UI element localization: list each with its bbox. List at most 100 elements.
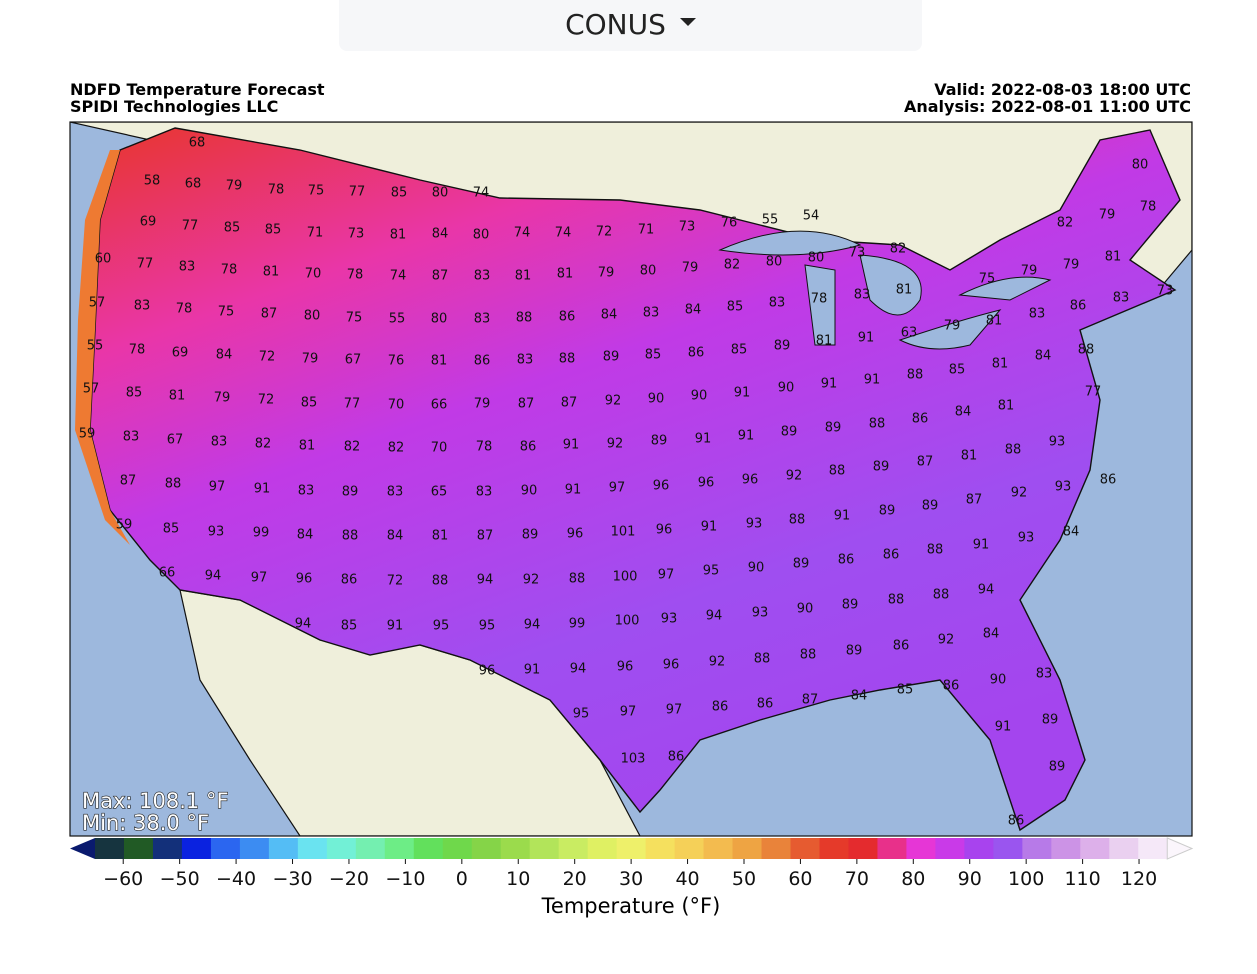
temperature-label: 91 (834, 509, 851, 524)
temperature-label: 54 (803, 209, 820, 224)
temperature-label: 89 (842, 598, 859, 613)
colorbar-segment (790, 838, 820, 859)
temperature-label: 97 (658, 568, 675, 583)
temperature-label: 83 (1029, 307, 1046, 322)
temperature-label: 85 (391, 186, 408, 201)
temperature-label: 85 (645, 348, 662, 363)
colorbar-tick-label: −40 (216, 868, 256, 890)
colorbar-tick-label: 10 (506, 868, 530, 890)
temperature-label: 91 (563, 438, 580, 453)
temperature-label: 81 (816, 334, 833, 349)
colorbar-segment (819, 838, 849, 859)
temperature-label: 84 (297, 528, 314, 543)
temperature-label: 57 (89, 296, 106, 311)
temperature-label: 88 (342, 529, 359, 544)
colorbar-segment (558, 838, 589, 859)
dropdown-label[interactable]: CONUS (565, 8, 666, 41)
colorbar-segment (413, 838, 444, 859)
colorbar-tick-label: −10 (385, 868, 425, 890)
temperature-label: 74 (473, 186, 490, 201)
temperature-label: 92 (523, 573, 540, 588)
temperature-label: 80 (1132, 158, 1149, 173)
temperature-label: 66 (431, 398, 448, 413)
temperature-label: 89 (846, 644, 863, 659)
temperature-label: 78 (221, 263, 238, 278)
temperature-label: 94 (706, 609, 723, 624)
colorbar-segment (95, 838, 125, 859)
temperature-label: 86 (943, 679, 960, 694)
temperature-label: 63 (901, 326, 918, 341)
temperature-label: 89 (774, 339, 791, 354)
temperature-label: 81 (986, 314, 1003, 329)
temperature-label: 103 (621, 752, 646, 767)
temperature-label: 85 (731, 343, 748, 358)
colorbar-label: Temperature (°F) (541, 894, 721, 918)
temperature-label: 81 (998, 399, 1015, 414)
temperature-label: 84 (685, 303, 702, 318)
temperature-label: 87 (432, 269, 449, 284)
temperature-label: 85 (301, 396, 318, 411)
temperature-label: 84 (1063, 525, 1080, 540)
temperature-label: 91 (701, 520, 718, 535)
temperature-label: 80 (304, 309, 321, 324)
temperature-label: 77 (344, 397, 361, 412)
temperature-label: 91 (858, 331, 875, 346)
temperature-label: 91 (738, 429, 755, 444)
temperature-label: 99 (253, 526, 270, 541)
colorbar-segment (529, 838, 560, 859)
temperature-label: 58 (144, 174, 161, 189)
temperature-label: 76 (388, 354, 405, 369)
colorbar-tick-label: 60 (788, 868, 812, 890)
colorbar-tick-label: 100 (1008, 868, 1044, 890)
temperature-label: 92 (709, 655, 726, 670)
temperature-label: 88 (559, 352, 576, 367)
temperature-label: 86 (838, 553, 855, 568)
temperature-label: 79 (214, 391, 231, 406)
colorbar-segment (761, 838, 792, 859)
temperature-label: 74 (514, 226, 531, 241)
map-subtitle: SPIDI Technologies LLC (70, 97, 278, 116)
temperature-label: 79 (474, 397, 491, 412)
temperature-label: 95 (433, 619, 450, 634)
temperature-label: 85 (126, 386, 143, 401)
colorbar-segment (732, 838, 763, 859)
region-dropdown[interactable]: CONUS (339, 0, 922, 51)
temperature-label: 73 (679, 220, 696, 235)
temperature-label: 82 (388, 441, 405, 456)
temperature-label: 97 (666, 703, 683, 718)
temperature-label: 55 (87, 339, 104, 354)
temperature-label: 85 (163, 522, 180, 537)
colorbar-segment (442, 838, 473, 859)
temperature-label: 88 (165, 477, 182, 492)
temperature-label: 75 (308, 184, 325, 199)
temperature-label: 83 (643, 306, 660, 321)
temperature-label: 78 (176, 302, 193, 317)
temperature-label: 81 (992, 357, 1009, 372)
temperature-label: 82 (890, 242, 907, 257)
colorbar-segment (1051, 838, 1081, 859)
temperature-label: 78 (476, 440, 493, 455)
colorbar-segment (993, 838, 1023, 859)
temperature-label: 89 (873, 460, 890, 475)
temperature-label: 93 (661, 612, 678, 627)
colorbar-tick-label: 120 (1121, 868, 1157, 890)
colorbar-segment (1109, 838, 1139, 859)
colorbar-segment (616, 838, 647, 859)
temperature-label: 88 (789, 513, 806, 528)
temperature-label: 93 (1055, 480, 1072, 495)
temperature-label: 87 (518, 397, 535, 412)
temperature-label: 88 (888, 593, 905, 608)
colorbar-tick-label: 70 (845, 868, 869, 890)
temperature-label: 85 (897, 683, 914, 698)
temperature-label: 87 (120, 474, 137, 489)
temperature-label: 79 (682, 261, 699, 276)
colorbar-segment (355, 838, 386, 859)
temperature-label: 92 (786, 469, 803, 484)
temperature-label: 96 (656, 523, 673, 538)
dropdown-caret[interactable] (679, 17, 696, 26)
temperature-label: 71 (638, 223, 655, 238)
temperature-label: 66 (159, 566, 176, 581)
temperature-label: 80 (766, 255, 783, 270)
great-lakes (718, 230, 1052, 350)
